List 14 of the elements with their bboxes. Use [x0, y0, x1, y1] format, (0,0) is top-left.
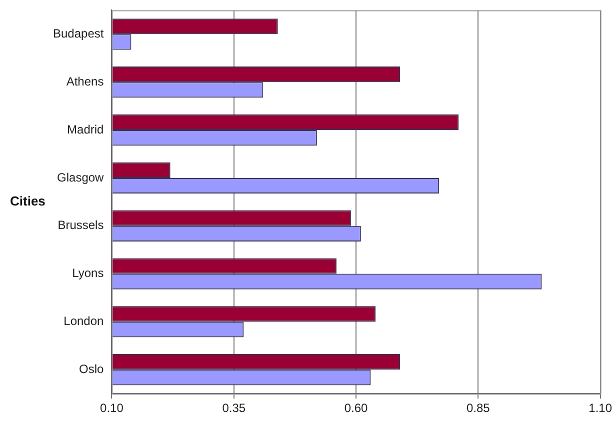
- y-tick-label: Glasgow: [57, 170, 104, 184]
- y-tick-label: Budapest: [52, 26, 104, 40]
- x-tick-label: 0.85: [466, 401, 490, 416]
- x-tick-label: 0.60: [344, 401, 368, 416]
- x-tick-label: 1.10: [588, 401, 612, 416]
- y-tick-label: London: [64, 314, 104, 328]
- y-tick-label: Lyons: [72, 266, 104, 280]
- x-tick-label: 0.35: [222, 401, 246, 416]
- y-tick-label: Oslo: [79, 362, 104, 376]
- y-tick-label: Athens: [66, 74, 104, 88]
- y-tick-label: Madrid: [67, 122, 104, 136]
- y-tick-label: Brussels: [58, 218, 104, 232]
- y-axis-title: Cities: [10, 193, 46, 208]
- x-tick-label: 0.10: [100, 401, 124, 416]
